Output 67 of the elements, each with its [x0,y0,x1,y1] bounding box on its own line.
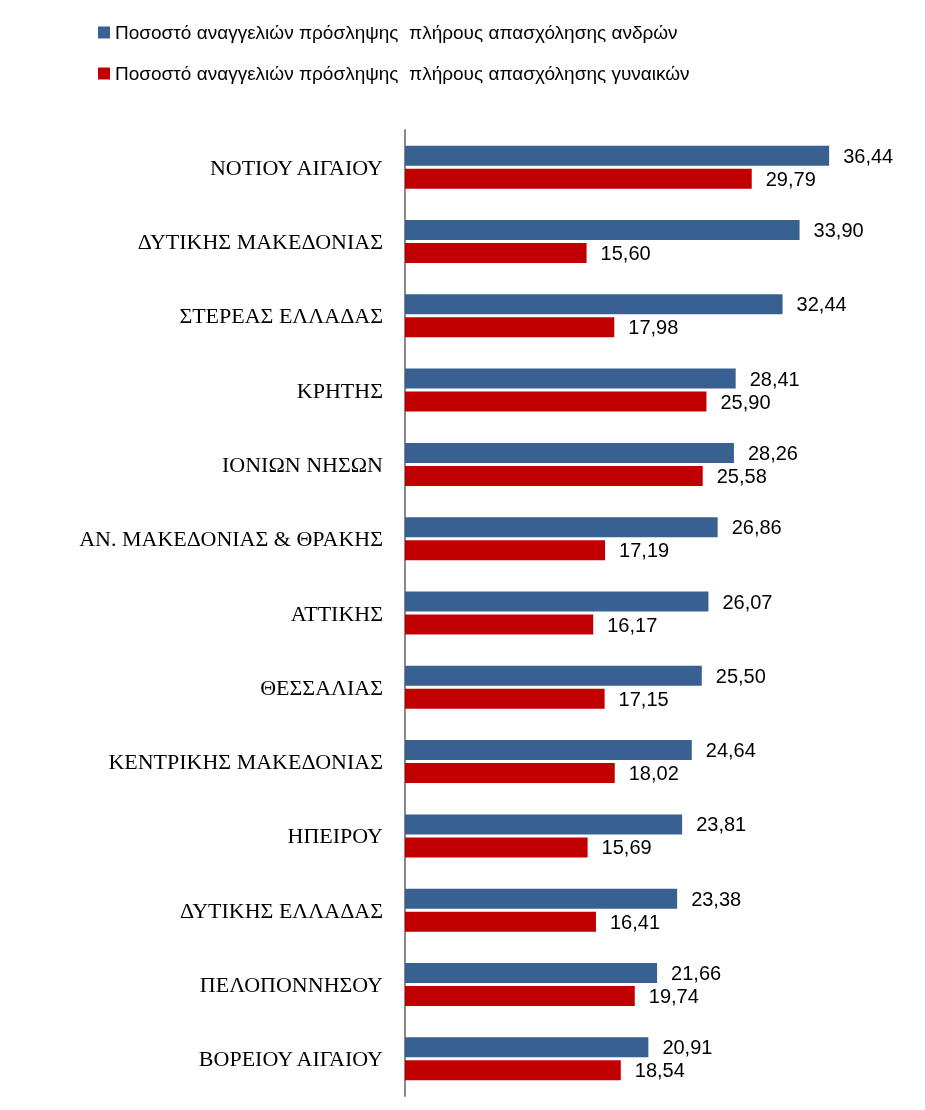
data-label: 32,44 [796,293,847,316]
data-label: 15,69 [601,836,652,859]
data-label: 17,19 [619,539,670,562]
bar [405,391,707,412]
y-tick-label: ΘΕΣΣΑΛΙΑΣ [260,674,383,700]
y-tick-label: ΚΕΝΤΡΙΚΗΣ ΜΑΚΕΔΟΝΙΑΣ [108,749,383,775]
bar [405,294,783,315]
y-tick-label: ΚΡΗΤΗΣ [296,377,383,403]
data-label: 25,50 [715,664,766,687]
bar [405,219,800,240]
bar [405,814,683,835]
bar [405,591,709,612]
y-tick-label: ΑΤΤΙΚΗΣ [290,600,383,626]
bar [405,145,830,166]
y-tick-label: ΝΟΤΙΟΥ ΑΙΓΑΙΟΥ [209,154,384,180]
bar [405,465,703,486]
data-label: 17,15 [618,687,669,710]
data-label: 26,07 [722,590,773,613]
bar [405,540,606,561]
bar [405,168,752,189]
bar [405,614,594,635]
bar [405,963,658,984]
bar [405,368,736,389]
data-label: 25,58 [716,464,767,487]
data-label: 23,38 [691,887,742,910]
data-label: 24,64 [705,739,756,762]
bar [405,242,587,263]
bar [405,740,692,761]
bar [405,986,635,1007]
y-tick-label: ΠΕΛΟΠΟΝΝΗΣΟΥ [199,972,384,998]
data-label: 28,41 [749,367,800,390]
y-tick-label: ΔΥΤΙΚΗΣ ΜΑΚΕΔΟΝΙΑΣ [137,228,383,254]
bar [405,1060,621,1081]
data-label: 28,26 [747,441,798,464]
y-tick-label: ΗΠΕΙΡΟΥ [287,823,384,849]
bar [405,888,678,909]
data-label: 16,41 [610,910,661,933]
legend-label: Ποσοστό αναγγελιών πρόσληψης πλήρους απασχόλησης γυναικών [115,63,690,84]
data-label: 21,66 [671,962,722,985]
bar [405,837,588,858]
bar [405,911,596,932]
data-label: 36,44 [843,144,894,167]
data-label: 33,90 [813,218,864,241]
data-label: 19,74 [648,985,699,1008]
data-label: 26,86 [731,516,782,539]
bar [405,763,615,784]
bar [405,317,615,338]
data-label: 18,54 [634,1059,685,1082]
y-tick-label: ΔΥΤΙΚΗΣ ΕΛΛΑΔΑΣ [180,897,383,923]
legend-label: Ποσοστό αναγγελιών πρόσληψης πλήρους απασχόλησης ανδρών [115,22,678,43]
data-label: 20,91 [662,1036,713,1059]
bar [405,665,702,686]
bar [405,688,605,709]
y-tick-label: ΒΟΡΕΙΟΥ ΑΙΓΑΙΟΥ [198,1046,384,1072]
data-label: 18,02 [628,762,679,785]
data-label: 17,98 [628,316,679,339]
y-tick-label: ΙΟΝΙΩΝ ΝΗΣΩΝ [222,451,384,477]
bar [405,517,718,538]
data-label: 15,60 [600,241,651,264]
y-tick-label: ΑΝ. ΜΑΚΕΔΟΝΙΑΣ & ΘΡΑΚΗΣ [79,526,383,552]
data-label: 16,17 [607,613,658,636]
bar [405,442,734,463]
data-label: 25,90 [720,390,771,413]
data-label: 23,81 [696,813,747,836]
bar [405,1037,649,1058]
y-tick-label: ΣΤΕΡΕΑΣ ΕΛΛΑΔΑΣ [179,303,383,329]
data-label: 29,79 [765,167,816,190]
